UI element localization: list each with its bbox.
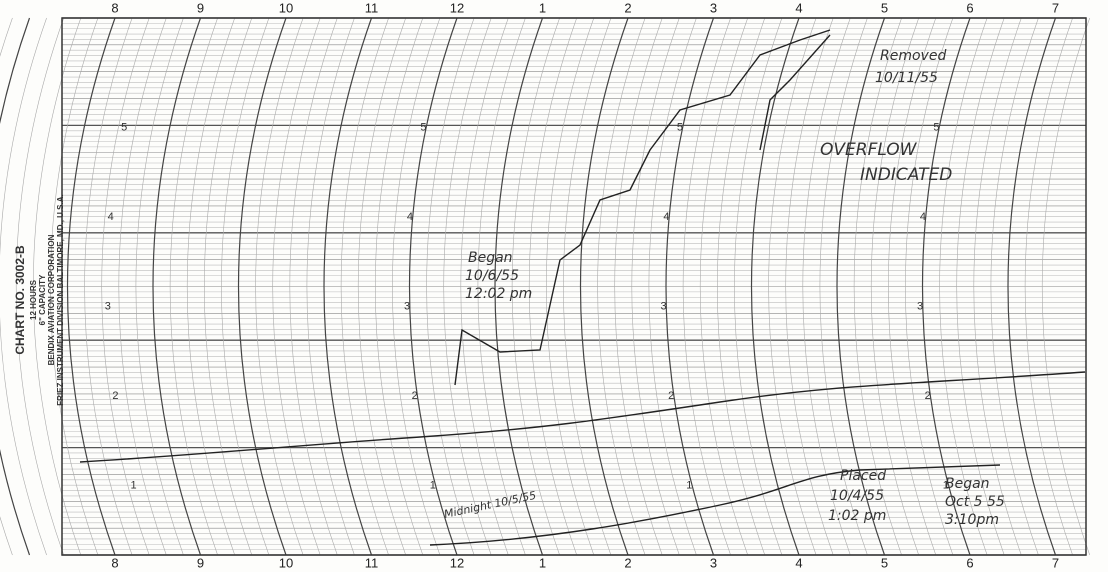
note: 12:02 pm bbox=[465, 286, 532, 302]
note: 1:02 pm bbox=[828, 508, 886, 524]
scale-label: 2 bbox=[412, 390, 418, 402]
bottom-hour: 10 bbox=[279, 555, 293, 570]
scale-label: 5 bbox=[933, 121, 939, 133]
bottom-hour: 1 bbox=[539, 555, 546, 570]
top-hour: 6 bbox=[966, 0, 973, 15]
scale-label: 4 bbox=[407, 211, 413, 223]
top-hour: 10 bbox=[279, 0, 293, 15]
scale-label: 3 bbox=[917, 300, 923, 312]
note: 3:10pm bbox=[945, 512, 999, 528]
grid bbox=[0, 18, 1090, 555]
top-hour: 2 bbox=[624, 0, 631, 15]
top-hour: 11 bbox=[365, 0, 379, 15]
hours: 12 HOURS bbox=[29, 279, 38, 320]
company: BENDIX AVIATION CORPORATION bbox=[47, 234, 56, 365]
bottom-hour: 12 bbox=[450, 555, 464, 570]
chart-no: CHART NO. 3002-B bbox=[13, 245, 27, 355]
scale-label: 1 bbox=[131, 479, 137, 491]
top-hour: 12 bbox=[450, 0, 464, 15]
scale-label: 2 bbox=[668, 390, 674, 402]
scale-label: 5 bbox=[121, 121, 127, 133]
scale-label: 2 bbox=[112, 390, 118, 402]
bottom-hour: 4 bbox=[795, 555, 802, 570]
note: 10/6/55 bbox=[465, 268, 519, 284]
bottom-hour: 6 bbox=[966, 555, 973, 570]
note: 10/4/55 bbox=[830, 488, 884, 504]
scale-label: 4 bbox=[920, 211, 926, 223]
bottom-hour: 3 bbox=[710, 555, 717, 570]
scale-label: 1 bbox=[686, 479, 692, 491]
scale-label: 3 bbox=[404, 300, 410, 312]
division: FRIEZ INSTRUMENT DIVISION BALTIMORE, MD.… bbox=[56, 194, 65, 405]
top-hour: 3 bbox=[710, 0, 717, 15]
bottom-hour: 2 bbox=[624, 555, 631, 570]
capacity: 6" CAPACITY bbox=[38, 274, 47, 325]
top-hour: 9 bbox=[197, 0, 204, 15]
bottom-hour: 9 bbox=[197, 555, 204, 570]
note: Began bbox=[945, 476, 990, 492]
top-hour: 7 bbox=[1052, 0, 1059, 15]
scale-label: 5 bbox=[677, 121, 683, 133]
bottom-hour: 8 bbox=[111, 555, 118, 570]
bottom-hour: 5 bbox=[881, 555, 888, 570]
scale-label: 3 bbox=[660, 300, 666, 312]
rain-gauge-chart: 891011121234567891011121234567 123451234… bbox=[0, 0, 1108, 572]
top-hour: 8 bbox=[111, 0, 118, 15]
scale-label: 5 bbox=[420, 121, 426, 133]
top-hour: 1 bbox=[539, 0, 546, 15]
scale-label: 4 bbox=[663, 211, 669, 223]
note: INDICATED bbox=[860, 165, 952, 185]
scale-label: 2 bbox=[925, 390, 931, 402]
scale-label: 3 bbox=[105, 300, 111, 312]
note: Removed bbox=[880, 48, 946, 64]
top-hour: 4 bbox=[795, 0, 802, 15]
scale-label: 4 bbox=[108, 211, 114, 223]
bottom-hour: 7 bbox=[1052, 555, 1059, 570]
bottom-hour: 11 bbox=[365, 555, 379, 570]
note: 10/11/55 bbox=[875, 70, 938, 86]
top-hour: 5 bbox=[881, 0, 888, 15]
note: Placed bbox=[840, 468, 886, 484]
scale-label: 1 bbox=[430, 479, 436, 491]
note: Began bbox=[468, 250, 513, 266]
note: Oct 5 55 bbox=[945, 494, 1005, 510]
note: OVERFLOW bbox=[820, 140, 918, 160]
